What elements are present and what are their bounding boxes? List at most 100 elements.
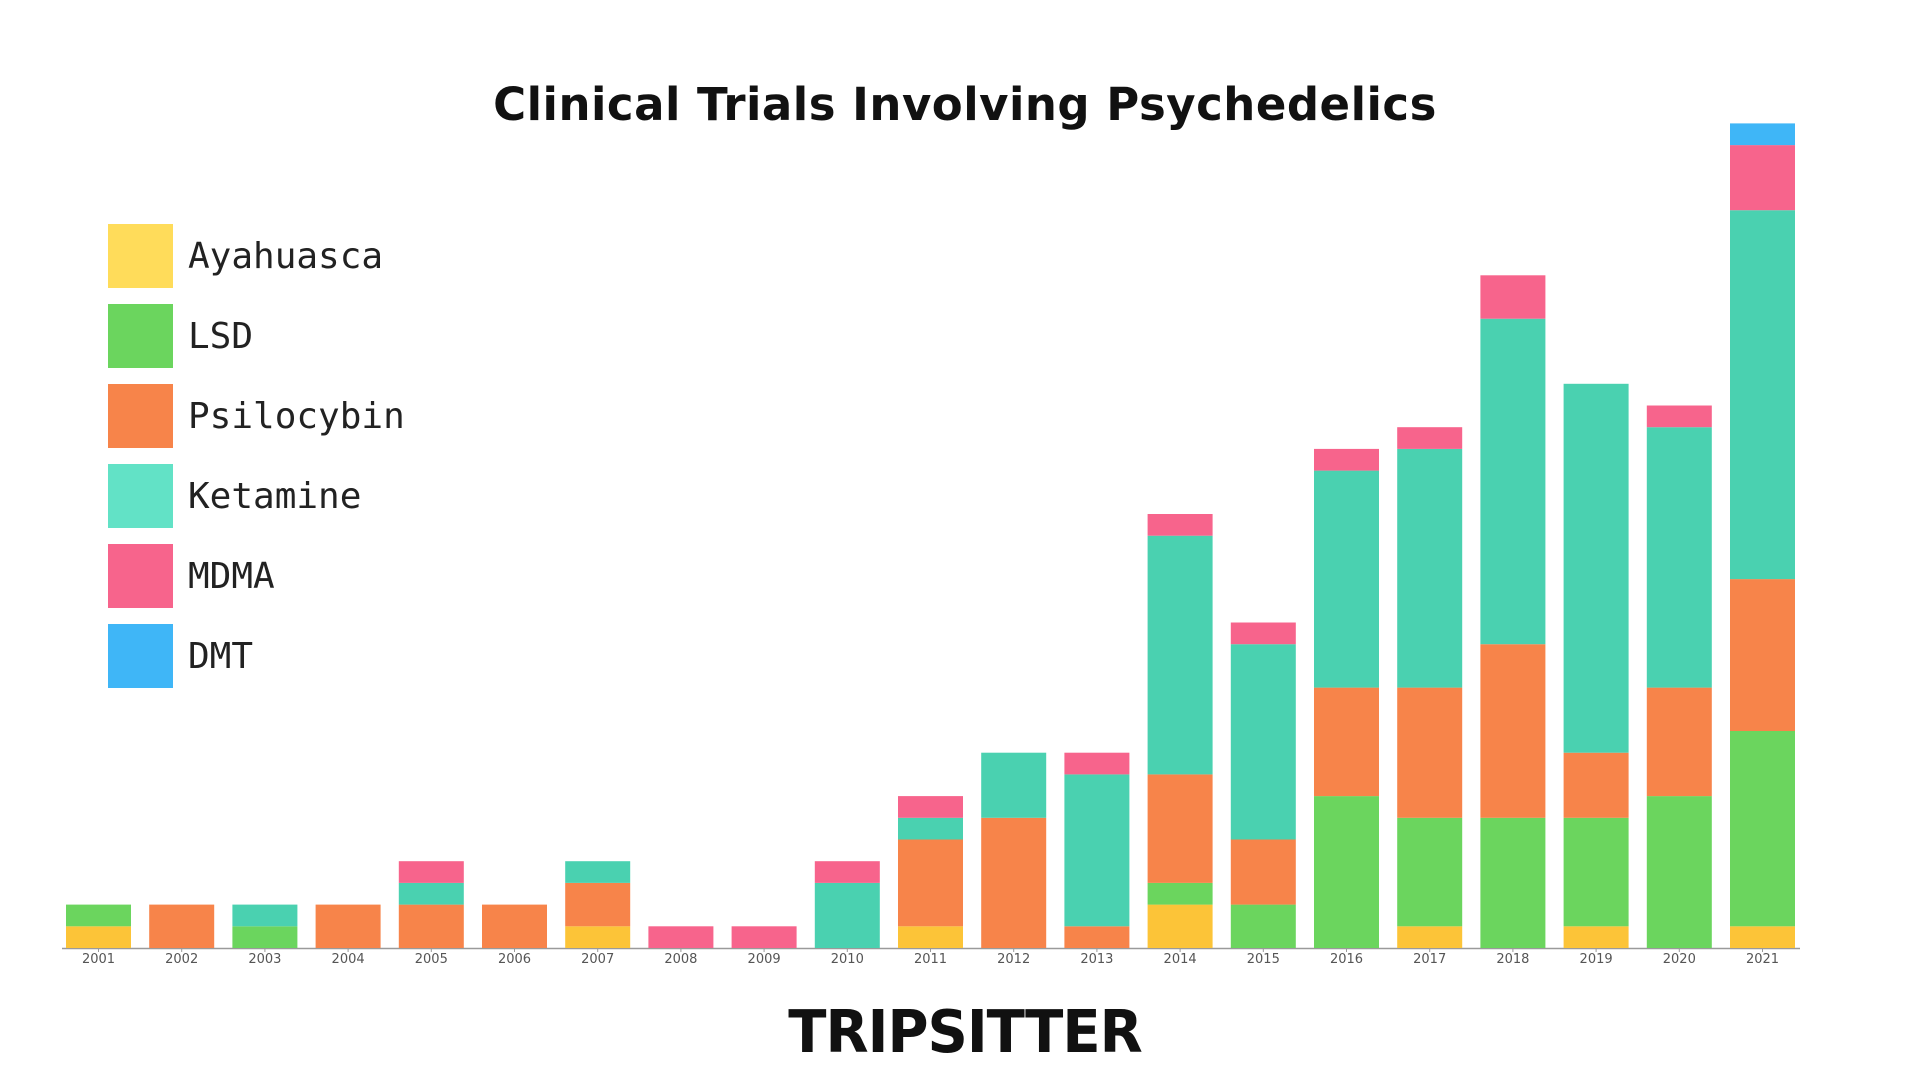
x-tick-label-2017: 2017 — [1413, 952, 1446, 967]
bar-psilocybin-2002 — [149, 904, 215, 948]
bar-ayahuasca-2007 — [565, 926, 631, 948]
x-tick-label-2014: 2014 — [1164, 952, 1197, 967]
bar-ketamine-2013 — [1064, 774, 1130, 927]
x-tick-label-2007: 2007 — [581, 952, 614, 967]
x-tick-label-2011: 2011 — [914, 952, 947, 967]
bar-mdma-2018 — [1480, 275, 1546, 319]
legend-item-lsd: LSD — [108, 304, 468, 368]
legend-swatch-ayahuasca — [108, 224, 173, 288]
x-tick-label-2002: 2002 — [165, 952, 198, 967]
bar-lsd-2003 — [232, 926, 298, 948]
x-tick-label-2004: 2004 — [332, 952, 365, 967]
bar-ketamine-2015 — [1230, 644, 1296, 840]
brand-logo: TRIPSITTER — [788, 998, 1142, 1067]
bar-mdma-2014 — [1147, 514, 1213, 536]
legend-swatch-mdma — [108, 544, 173, 608]
bar-ketamine-2020 — [1646, 427, 1712, 688]
bar-mdma-2005 — [398, 861, 464, 883]
bar-ketamine-2010 — [814, 882, 880, 948]
legend-item-psilocybin: Psilocybin — [108, 384, 468, 448]
legend-label-lsd: LSD — [188, 316, 254, 357]
bar-ayahuasca-2017 — [1397, 926, 1463, 948]
legend-label-mdma: MDMA — [188, 556, 275, 597]
x-tick-label-2006: 2006 — [498, 952, 531, 967]
bar-ketamine-2016 — [1314, 470, 1379, 688]
bar-psilocybin-2007 — [565, 882, 631, 927]
bar-mdma-2017 — [1397, 427, 1463, 449]
x-tick-label-2012: 2012 — [997, 952, 1030, 967]
bar-lsd-2019 — [1563, 817, 1629, 927]
bar-psilocybin-2018 — [1480, 644, 1546, 818]
legend-label-psilocybin: Psilocybin — [188, 396, 405, 437]
bar-mdma-2009 — [731, 926, 797, 948]
legend-label-ketamine: Ketamine — [188, 476, 362, 517]
x-tick-label-2003: 2003 — [248, 952, 281, 967]
bar-psilocybin-2016 — [1314, 687, 1379, 797]
bar-ayahuasca-2014 — [1147, 904, 1213, 948]
bar-ketamine-2014 — [1147, 535, 1213, 775]
bar-psilocybin-2015 — [1230, 839, 1296, 905]
bar-psilocybin-2021 — [1730, 579, 1795, 731]
bar-ketamine-2018 — [1480, 318, 1546, 645]
bar-psilocybin-2014 — [1147, 774, 1213, 883]
bar-dmt-2021 — [1730, 123, 1795, 146]
bar-mdma-2015 — [1230, 622, 1296, 645]
chart-title: Clinical Trials Involving Psychedelics — [493, 78, 1437, 131]
bar-mdma-2013 — [1064, 752, 1130, 775]
legend-label-ayahuasca: Ayahuasca — [188, 236, 384, 277]
bar-lsd-2018 — [1480, 817, 1546, 948]
x-tick-label-2013: 2013 — [1080, 952, 1113, 967]
legend-item-dmt: DMT — [108, 624, 468, 688]
bar-ketamine-2017 — [1397, 448, 1463, 688]
x-tick-label-2021: 2021 — [1746, 952, 1779, 967]
bar-ayahuasca-2021 — [1730, 926, 1795, 948]
bar-psilocybin-2011 — [898, 839, 963, 927]
bar-ayahuasca-2019 — [1563, 926, 1629, 948]
legend-swatch-ketamine — [108, 464, 173, 528]
bar-ayahuasca-2001 — [66, 926, 131, 948]
bar-ketamine-2005 — [398, 882, 464, 905]
bar-mdma-2010 — [814, 861, 880, 883]
bar-ketamine-2011 — [898, 817, 963, 840]
x-tick-label-2008: 2008 — [664, 952, 697, 967]
x-tick-label-2015: 2015 — [1247, 952, 1280, 967]
bar-ketamine-2019 — [1563, 383, 1629, 753]
bar-psilocybin-2005 — [398, 904, 464, 948]
x-tick-label-2018: 2018 — [1496, 952, 1529, 967]
bar-psilocybin-2012 — [981, 817, 1047, 948]
bar-mdma-2020 — [1646, 405, 1712, 428]
x-tick-label-2001: 2001 — [82, 952, 115, 967]
x-tick-label-2019: 2019 — [1580, 952, 1613, 967]
bar-psilocybin-2006 — [482, 904, 547, 948]
bar-psilocybin-2017 — [1397, 687, 1463, 818]
bar-mdma-2021 — [1730, 145, 1795, 211]
x-tick-label-2005: 2005 — [415, 952, 448, 967]
bar-lsd-2017 — [1397, 817, 1463, 927]
legend-swatch-dmt — [108, 624, 173, 688]
bar-mdma-2016 — [1314, 448, 1379, 471]
bar-psilocybin-2004 — [315, 904, 381, 948]
x-tick-label-2010: 2010 — [831, 952, 864, 967]
legend-item-ketamine: Ketamine — [108, 464, 468, 528]
legend-item-mdma: MDMA — [108, 544, 468, 608]
bar-lsd-2001 — [66, 904, 131, 927]
legend-swatch-psilocybin — [108, 384, 173, 448]
bar-lsd-2021 — [1730, 731, 1795, 927]
bar-ketamine-2003 — [232, 904, 298, 927]
x-tick-label-2009: 2009 — [748, 952, 781, 967]
x-tick-label-2016: 2016 — [1330, 952, 1363, 967]
x-tick-label-2020: 2020 — [1663, 952, 1696, 967]
bar-mdma-2011 — [898, 796, 963, 818]
legend-label-dmt: DMT — [188, 636, 254, 677]
bar-psilocybin-2019 — [1563, 752, 1629, 818]
bar-lsd-2016 — [1314, 796, 1379, 948]
bar-lsd-2015 — [1230, 904, 1296, 948]
bar-ketamine-2012 — [981, 752, 1047, 818]
bar-lsd-2020 — [1646, 796, 1712, 948]
bar-mdma-2008 — [648, 926, 714, 948]
bar-psilocybin-2013 — [1064, 926, 1130, 948]
legend-swatch-lsd — [108, 304, 173, 368]
bar-lsd-2014 — [1147, 882, 1213, 905]
bar-ayahuasca-2011 — [898, 926, 963, 948]
